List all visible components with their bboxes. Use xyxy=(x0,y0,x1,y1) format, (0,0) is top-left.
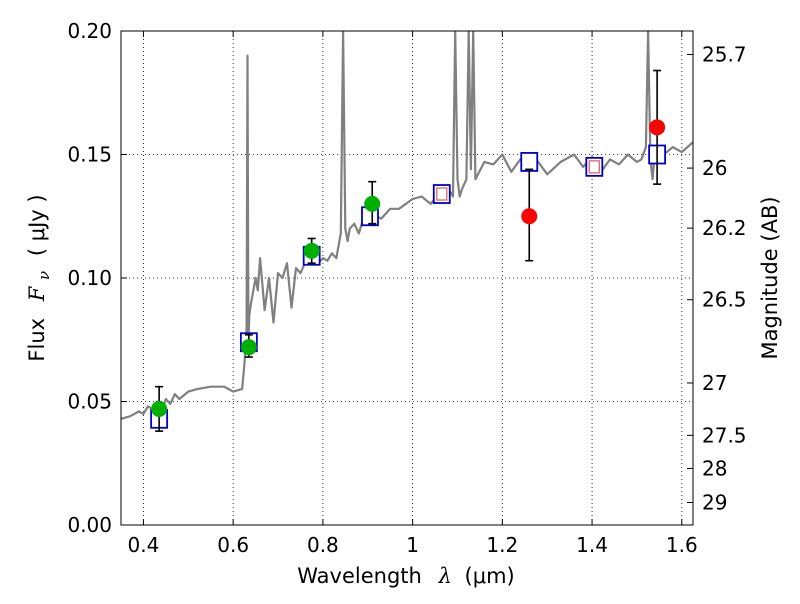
plot-frame xyxy=(120,30,694,526)
y-axis-label-left: Flux F ν ( μJy ) xyxy=(25,194,54,361)
x-tick-label: 1.4 xyxy=(576,533,608,557)
y-tick-label: 0.00 xyxy=(67,513,112,537)
right-tick-label: 26.2 xyxy=(702,216,747,240)
y-tick-label: 0.05 xyxy=(67,390,112,414)
x-tick-label: 0.8 xyxy=(307,533,339,557)
model-boxes-layer xyxy=(150,144,667,429)
x-tick-label: 0.6 xyxy=(217,533,249,557)
model-box xyxy=(585,156,604,177)
green-point xyxy=(240,339,257,356)
photometry-points-layer xyxy=(151,69,666,432)
red-point xyxy=(649,119,666,136)
x-tick-label: 1.6 xyxy=(666,533,698,557)
x-axis-label-symbol: λ xyxy=(438,564,452,588)
y-tick-label: 0.10 xyxy=(67,266,112,290)
right-tick-label: 25.7 xyxy=(702,42,747,66)
y-axis-label-text: Flux xyxy=(25,318,49,362)
spectrum-line xyxy=(121,31,693,420)
red-point xyxy=(521,208,538,225)
right-tick-label: 29 xyxy=(702,491,727,515)
right-tick-label: 27.5 xyxy=(702,423,747,447)
inner-box xyxy=(436,187,448,201)
green-point xyxy=(303,242,320,259)
right-tick-label: 28 xyxy=(702,456,727,480)
right-tick-label: 26 xyxy=(702,156,727,180)
y-axis-label-unit: ( μJy ) xyxy=(25,194,49,256)
model-box xyxy=(520,152,539,172)
x-axis-label: Wavelength λ (μm) xyxy=(297,564,514,588)
y-axis-label-symbol: F xyxy=(25,285,49,302)
y-axis-label-right: Magnitude (AB) xyxy=(758,196,782,359)
inner-box xyxy=(588,160,601,174)
axis-ticks: 0.4 0.6 0.8 1 1.2 1.4 1.6 0.00 0.05 0.10 0.15 0.20 2… xyxy=(67,19,746,557)
x-tick-label: 1 xyxy=(406,533,419,557)
x-tick-label: 1.2 xyxy=(486,533,518,557)
x-tick-label: 0.4 xyxy=(128,533,160,557)
spectrum-layer xyxy=(121,31,693,420)
green-point xyxy=(364,195,381,212)
right-tick-label: 27 xyxy=(702,371,727,395)
grid-lines xyxy=(121,30,693,526)
green-point xyxy=(151,400,168,417)
x-axis-label-unit: (μm) xyxy=(465,564,515,588)
y-tick-label: 0.20 xyxy=(67,19,112,43)
right-tick-label: 26.5 xyxy=(702,288,747,312)
y-tick-label: 0.15 xyxy=(67,143,112,167)
model-box xyxy=(432,184,451,204)
y-axis-label-subscript: ν xyxy=(35,271,53,280)
x-axis-label-text: Wavelength xyxy=(297,564,422,588)
